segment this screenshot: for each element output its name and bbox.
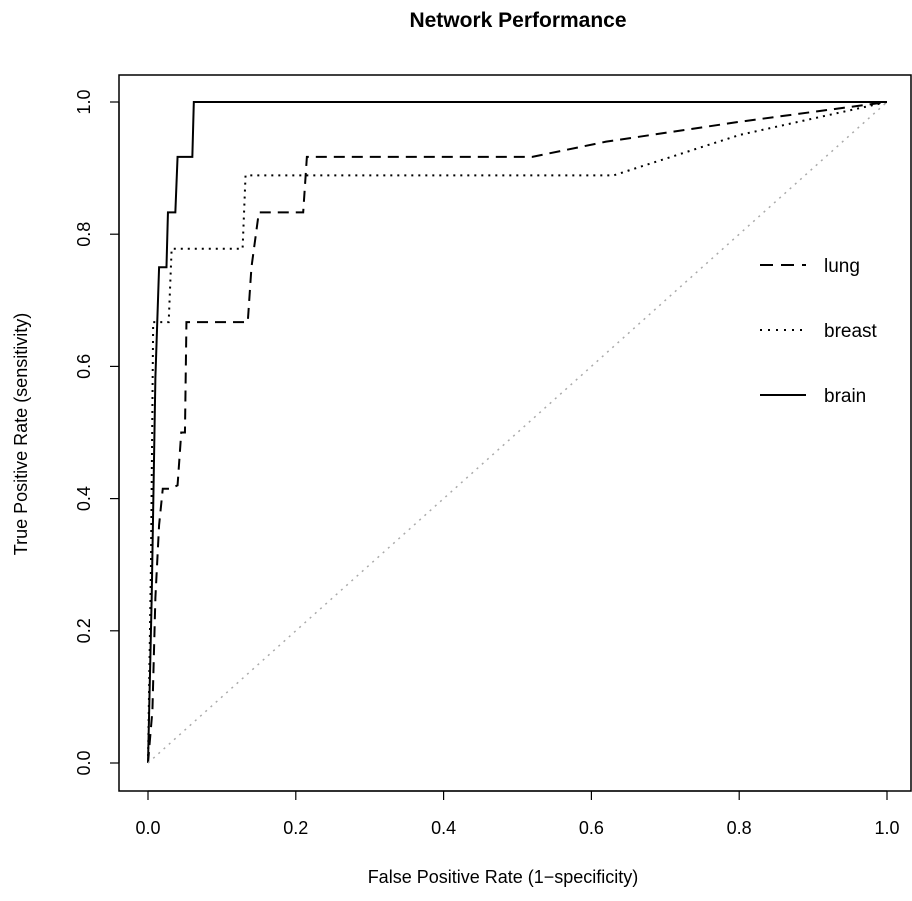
x-axis: 0.0 0.2 0.4 0.6 0.8 1.0 (135, 790, 900, 838)
x-tick-label: 1.0 (874, 818, 899, 838)
x-tick-label: 0.2 (283, 818, 308, 838)
legend-brain-label: brain (824, 386, 866, 407)
x-axis-label: False Positive Rate (1−specificity) (368, 867, 639, 887)
legend: lung breast brain (760, 256, 878, 407)
y-tick-label: 0.4 (74, 486, 94, 511)
y-tick-label: 0.0 (74, 750, 94, 775)
x-tick-label: 0.4 (431, 818, 456, 838)
lung-roc-line (147, 101, 888, 764)
y-tick-label: 1.0 (74, 89, 94, 114)
y-axis: 0.0 0.2 0.4 0.6 0.8 1.0 (74, 89, 120, 776)
brain-roc-line (147, 101, 887, 764)
legend-lung-label: lung (824, 256, 860, 277)
x-tick-label: 0.0 (135, 818, 160, 838)
legend-breast-label: breast (824, 321, 878, 342)
x-tick-label: 0.6 (579, 818, 604, 838)
reference-roc-line (147, 101, 888, 764)
chart-title: Network Performance (409, 9, 626, 32)
x-tick-label: 0.8 (727, 818, 752, 838)
series-layer (147, 101, 888, 764)
y-tick-label: 0.8 (74, 222, 94, 247)
y-axis-label: True Positive Rate (sensitivity) (11, 313, 31, 555)
y-tick-label: 0.6 (74, 354, 94, 379)
y-tick-label: 0.2 (74, 618, 94, 643)
